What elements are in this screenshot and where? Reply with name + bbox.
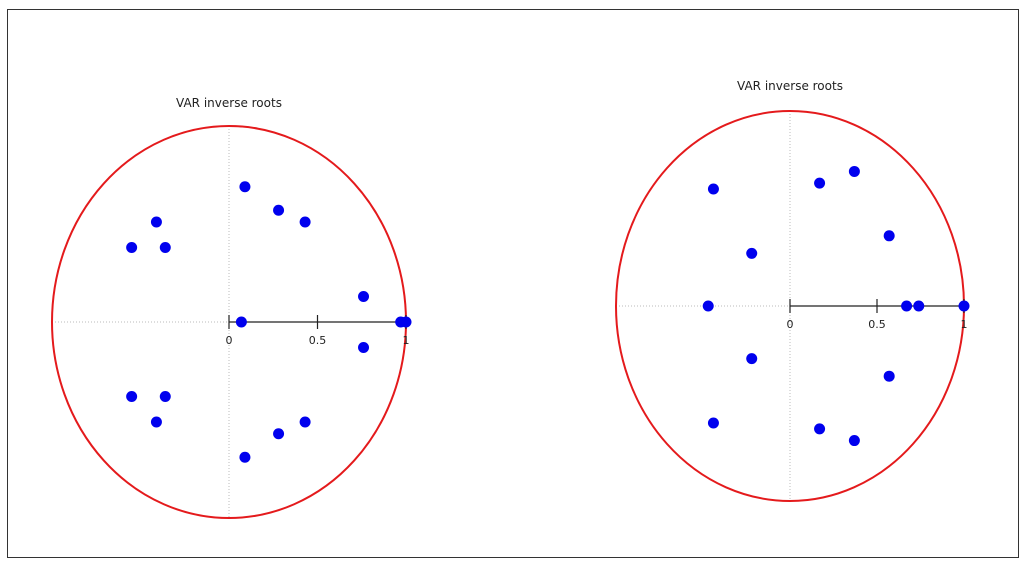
inverse-root-point [702,300,714,312]
inverse-root-point [235,316,247,328]
inverse-root-point [150,416,162,428]
x-tick-label: 0 [787,318,794,331]
inverse-root-point [273,428,285,440]
inverse-root-point [746,247,758,259]
chart-left: VAR inverse roots 0 0.5 1 [51,96,412,519]
inverse-root-point [150,216,162,228]
inverse-root-point [299,216,311,228]
inverse-root-point [159,242,171,254]
inverse-root-point [239,181,251,193]
inverse-root-point [848,165,860,177]
inverse-root-point [707,417,719,429]
x-tick-label: 1 [961,318,968,331]
inverse-root-point [958,300,970,312]
x-tick-label: 0.5 [868,318,886,331]
inverse-root-point [814,177,826,189]
inverse-root-point [901,300,913,312]
chart-title: VAR inverse roots [737,79,843,93]
figure-frame [7,9,1019,558]
inverse-root-point [848,435,860,447]
inverse-root-point [400,316,412,328]
inverse-root-point [707,183,719,195]
inverse-root-point [299,416,311,428]
x-tick-label: 0.5 [309,334,327,347]
inverse-root-point [159,390,171,402]
inverse-root-point [814,423,826,435]
inverse-root-point [358,341,370,353]
chart-title: VAR inverse roots [176,96,282,110]
inverse-root-point [273,204,285,216]
inverse-root-point [883,230,895,242]
chart-right: VAR inverse roots 0 0.5 1 [615,79,970,502]
inverse-root-point [126,242,138,254]
inverse-root-point [358,291,370,303]
inverse-root-point [746,353,758,365]
x-tick-label: 1 [403,334,410,347]
inverse-root-point [913,300,925,312]
inverse-root-point [883,370,895,382]
x-tick-label: 0 [226,334,233,347]
inverse-root-point [126,390,138,402]
inverse-root-point [239,451,251,463]
